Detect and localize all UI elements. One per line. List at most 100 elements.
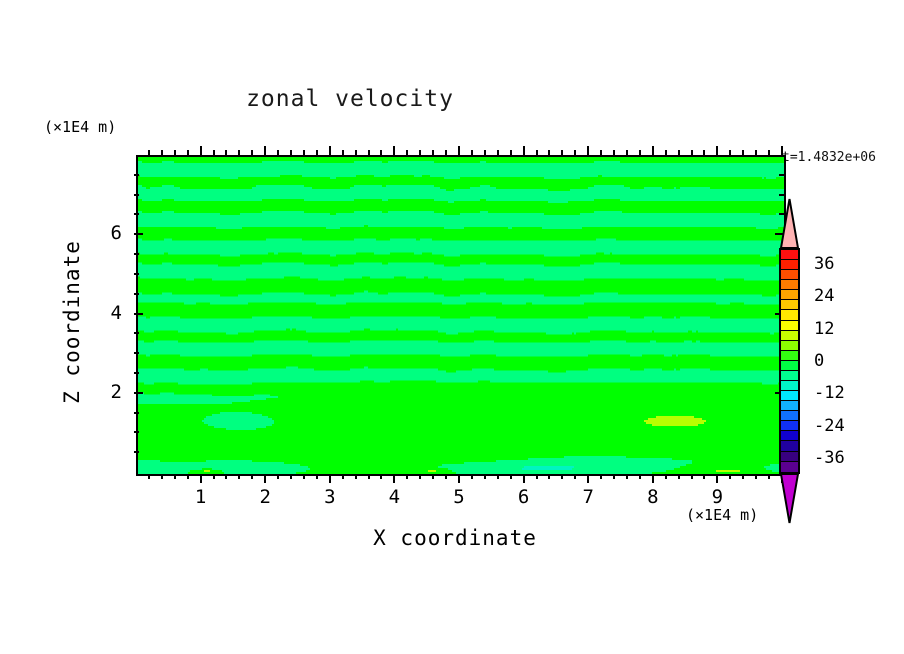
x-major-tick-top	[651, 146, 654, 155]
x-minor-tick	[406, 474, 409, 479]
y-minor-tick	[134, 173, 139, 176]
x-tick-label: 6	[517, 486, 530, 508]
colorbar-tick-label: 24	[814, 286, 835, 307]
colorbar-band	[781, 391, 798, 402]
colorbar-band	[781, 270, 798, 281]
x-minor-tick	[768, 474, 771, 479]
x-minor-tick-top	[470, 150, 473, 155]
x-minor-tick-top	[147, 150, 150, 155]
x-minor-tick-top	[367, 150, 370, 155]
x-tick-label: 3	[324, 486, 336, 508]
x-minor-tick-top	[380, 150, 383, 155]
x-minor-tick-top	[406, 150, 409, 155]
x-minor-tick-top	[703, 150, 706, 155]
y-tick-label: 4	[110, 301, 122, 324]
x-tick-label: 7	[582, 486, 594, 508]
x-minor-tick	[290, 474, 293, 479]
colorbar-band	[781, 310, 798, 321]
x-minor-tick	[277, 474, 280, 479]
x-minor-tick-top	[277, 150, 280, 155]
x-minor-tick	[186, 474, 189, 479]
x-minor-tick	[703, 474, 706, 479]
colorbar-band	[781, 360, 798, 371]
x-minor-tick	[548, 474, 551, 479]
x-minor-tick-top	[445, 150, 448, 155]
contour-field	[138, 157, 784, 474]
x-minor-tick	[380, 474, 383, 479]
x-minor-tick-top	[238, 150, 241, 155]
x-minor-tick-top	[419, 150, 422, 155]
colorbar-band	[781, 370, 798, 382]
colorbar-band	[781, 300, 798, 311]
x-minor-tick	[600, 474, 603, 479]
x-minor-tick	[212, 474, 215, 479]
x-tick-label: 5	[453, 486, 465, 508]
x-minor-tick	[677, 474, 680, 479]
x-major-tick	[264, 474, 267, 483]
x-minor-tick-top	[625, 150, 628, 155]
colorbar-band	[781, 461, 798, 472]
colorbar-band	[781, 431, 798, 442]
colorbar-tick-label: 36	[814, 254, 835, 275]
x-minor-tick-top	[755, 150, 758, 155]
y-minor-tick-right	[779, 213, 784, 216]
y-minor-tick	[134, 371, 139, 374]
x-major-tick	[458, 474, 460, 483]
colorbar-band	[781, 451, 798, 462]
x-minor-tick	[509, 474, 512, 479]
x-minor-tick-top	[768, 150, 771, 155]
x-minor-tick-top	[742, 150, 745, 155]
colorbar-tick-label: -24	[814, 415, 845, 436]
y-minor-tick	[134, 332, 139, 335]
x-minor-tick	[419, 474, 422, 479]
y-tick-label: 2	[110, 380, 122, 403]
y-minor-tick	[134, 431, 139, 434]
x-minor-tick	[690, 474, 693, 479]
x-minor-tick	[315, 474, 318, 479]
x-minor-tick-top	[509, 150, 512, 155]
x-minor-tick-top	[302, 150, 305, 155]
x-minor-tick-top	[186, 150, 189, 155]
x-minor-tick-top	[729, 150, 732, 155]
x-tick-label: 8	[647, 486, 659, 508]
x-major-tick	[328, 474, 331, 483]
x-minor-tick-top	[561, 150, 564, 155]
y-minor-tick-right	[779, 193, 784, 196]
colorbar-tick-label: 0	[814, 351, 825, 371]
colorbar-band	[781, 290, 798, 301]
x-minor-tick	[483, 474, 486, 479]
x-minor-tick	[147, 474, 150, 479]
y-major-tick-right	[775, 233, 784, 236]
x-minor-tick	[432, 474, 435, 479]
x-minor-tick	[729, 474, 732, 479]
x-minor-tick	[535, 474, 538, 479]
x-minor-tick-top	[496, 150, 499, 155]
x-major-tick-top	[458, 146, 460, 155]
x-minor-tick-top	[677, 150, 680, 155]
x-minor-tick	[251, 474, 254, 479]
x-minor-tick	[613, 474, 616, 479]
y-minor-tick	[134, 411, 139, 414]
x-minor-tick-top	[483, 150, 486, 155]
x-major-tick-top	[264, 146, 267, 155]
x-minor-tick-top	[432, 150, 435, 155]
y-major-tick	[134, 391, 143, 394]
x-minor-tick-top	[600, 150, 603, 155]
x-axis-unit-label: (×1E4 m)	[686, 506, 759, 524]
x-minor-tick-top	[574, 150, 577, 155]
colorbar-band	[781, 441, 798, 452]
x-minor-tick-top	[225, 150, 228, 155]
y-major-tick	[134, 233, 143, 236]
x-tick-label: 4	[388, 486, 401, 508]
x-major-tick-top	[716, 146, 719, 155]
colorbar-band	[781, 401, 798, 412]
y-minor-tick	[134, 213, 139, 216]
x-minor-tick-top	[290, 150, 293, 155]
colorbar-band	[781, 411, 798, 422]
x-minor-tick	[742, 474, 745, 479]
x-major-tick	[716, 474, 719, 483]
x-minor-tick-top	[638, 150, 641, 155]
y-minor-tick	[134, 193, 139, 196]
colorbar-over-cap	[779, 198, 800, 249]
x-minor-tick-top	[664, 150, 667, 155]
